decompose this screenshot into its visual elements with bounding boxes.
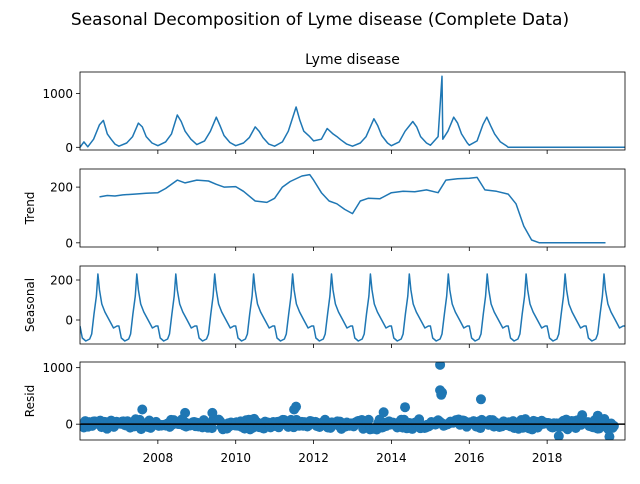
x-tick-label: 2008 — [143, 451, 174, 465]
x-tick-label: 2010 — [220, 451, 251, 465]
y-axis-label-trend: Trend — [23, 192, 37, 226]
y-axis-label-resid: Resid — [23, 385, 37, 417]
series-line-seasonal — [80, 273, 625, 342]
panel-title-observed: Lyme disease — [305, 52, 400, 68]
resid-point — [608, 420, 619, 431]
resid-outlier-point — [207, 407, 218, 418]
y-tick-label-observed: 1000 — [42, 87, 73, 101]
resid-point — [363, 414, 374, 425]
y-tick-label-observed: 0 — [65, 141, 73, 155]
panels-group: 0 1000 Lyme disease 0 200 Trend 0 200 Seasonal 0 1… — [23, 52, 626, 465]
resid-outlier-point — [289, 404, 300, 415]
axes-frame-seasonal — [79, 265, 626, 345]
resid-outlier-point — [592, 410, 603, 421]
panel-resid: 0 1000 2008 2010 2012 2014 2016 2018 Resid — [23, 361, 626, 465]
resid-outlier-point — [400, 402, 411, 413]
resid-point — [206, 423, 217, 434]
panel-observed: 0 1000 Lyme disease — [42, 52, 626, 155]
panel-trend: 0 200 Trend — [23, 168, 626, 251]
resid-outlier-point — [553, 431, 564, 440]
y-tick-label-seasonal: 200 — [50, 274, 73, 288]
plot-area-trend — [99, 173, 606, 244]
resid-outlier-point — [604, 431, 615, 440]
y-tick-label-resid: 1000 — [42, 361, 73, 375]
resid-outlier-point — [378, 407, 389, 418]
x-tick-label: 2012 — [298, 451, 329, 465]
axes-frame-trend — [79, 168, 626, 248]
axes-frame-resid — [79, 361, 626, 441]
y-tick-label-resid: 0 — [65, 418, 73, 432]
x-tick-label: 2018 — [532, 451, 563, 465]
resid-outlier-point — [475, 394, 486, 405]
figure-title: Seasonal Decomposition of Lyme disease (… — [71, 10, 569, 30]
y-tick-label-trend: 200 — [50, 181, 73, 195]
series-line-observed — [80, 75, 625, 149]
y-tick-label-trend: 0 — [65, 236, 73, 250]
resid-outlier-point — [435, 362, 446, 370]
y-axis-label-seasonal: Seasonal — [23, 278, 37, 332]
plot-area-observed — [80, 75, 625, 149]
axes-frame-observed — [79, 71, 626, 151]
series-line-trend — [99, 173, 606, 244]
panel-seasonal: 0 200 Seasonal — [23, 265, 626, 348]
x-tick-label: 2014 — [376, 451, 407, 465]
y-tick-label-seasonal: 0 — [65, 314, 73, 328]
plot-area-seasonal — [80, 273, 625, 342]
x-tick-label: 2016 — [454, 451, 485, 465]
resid-outlier-point — [137, 404, 148, 415]
resid-outlier-point — [436, 389, 447, 400]
resid-outlier-point — [180, 407, 191, 418]
resid-outlier-point — [577, 410, 588, 421]
